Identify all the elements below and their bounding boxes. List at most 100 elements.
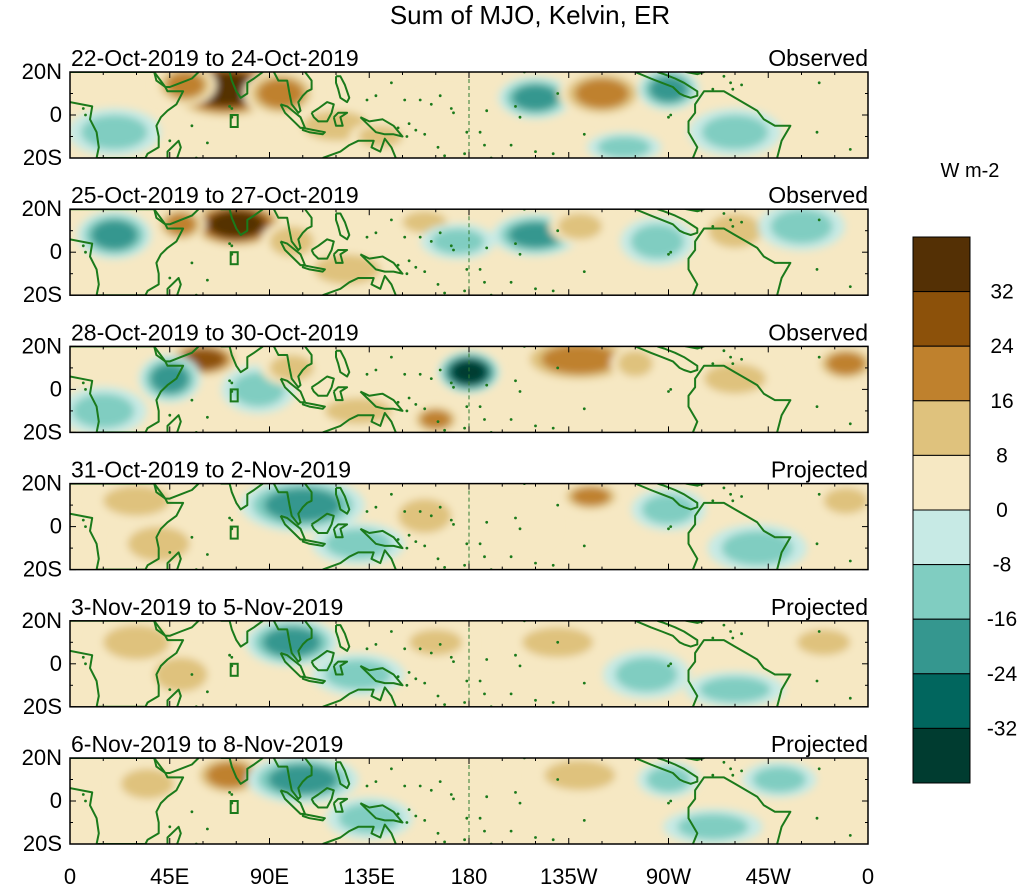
island-marker [429,651,433,655]
island-marker [667,801,670,805]
anomaly-blob [752,766,806,793]
island-marker [722,349,726,353]
island-marker [722,623,726,627]
island-marker [848,422,852,426]
island-marker [463,289,466,293]
anomaly-blob [166,72,205,98]
indochina-coastline [273,72,313,114]
island-marker [449,244,453,248]
island-marker [534,561,537,565]
island-marker [414,540,418,543]
island-marker [740,632,743,636]
south-america-coastline [687,90,792,158]
india-coastline [220,346,264,374]
island-marker [438,505,442,509]
island-marker [438,643,442,646]
island-marker [84,525,87,528]
island-marker [405,135,409,138]
island-marker [390,767,393,771]
lat-tick-label: 20N [22,608,62,633]
island-marker [815,542,819,546]
island-marker [405,546,409,550]
island-marker [729,355,732,359]
island-marker [374,368,378,372]
island-marker [452,523,455,526]
anomaly-blob [571,487,611,506]
anomaly-blob [770,209,833,244]
anomaly-blob [617,350,653,377]
madagascar-coastline [166,688,182,707]
reference-box [229,114,239,128]
island-marker [556,92,560,95]
island-marker [478,405,482,408]
anomaly-blob [557,213,603,240]
island-marker [84,388,87,391]
island-marker [514,242,517,246]
island-marker [436,831,440,835]
island-marker [485,383,489,387]
island-marker [396,538,400,541]
island-marker [534,698,537,702]
island-marker [418,372,422,376]
island-marker [729,492,732,496]
anomaly-blob [264,488,342,522]
island-marker [509,829,513,833]
lat-tick-label: 20N [22,196,62,221]
island-marker [81,381,85,385]
island-marker [449,518,453,522]
island-marker [206,553,209,556]
colorbar-swatch [912,618,971,675]
island-marker [414,265,418,269]
island-marker [418,784,422,788]
island-marker [509,555,513,559]
island-marker [443,154,446,158]
island-marker [436,145,440,149]
island-marker [551,701,555,704]
anomaly-blob [469,502,557,551]
colorbar-tick-label: 16 [990,390,1013,413]
lat-tick-label: 20N [22,59,62,84]
island-marker [438,368,442,372]
lat-tick-label: 20S [23,831,62,856]
island-marker [669,662,673,666]
island-marker [407,122,411,125]
island-marker [436,420,440,423]
island-marker [817,630,821,633]
island-marker [514,653,517,657]
coastlines [70,346,852,433]
map-panel: 20N 0 20S 31-Oct-2019 to 2-Nov-2019 Projecte… [22,457,869,582]
island-marker [228,379,232,383]
arabia-coastline [153,209,200,226]
central-america-coastline [634,72,699,99]
philippines-coastline [335,75,351,104]
island-marker [190,535,194,539]
island-marker [414,677,418,681]
philippines-coastline [335,349,351,378]
lat-tick-label: 20N [22,471,62,496]
island-marker [374,780,378,783]
island-marker [556,366,560,370]
island-marker [84,250,87,254]
island-marker [731,636,735,640]
island-marker [443,566,446,569]
island-marker [731,225,735,228]
island-marker [407,671,411,674]
island-marker [478,816,482,820]
anomaly-blob [72,393,135,429]
reference-box [229,388,239,403]
cuba-coastline [683,209,705,213]
island-marker [729,218,732,222]
madagascar-coastline [166,139,182,158]
island-marker [443,428,446,432]
panel-period-label: 6-Nov-2019 to 8-Nov-2019 [71,731,343,757]
island-marker [452,660,455,663]
anomaly-blob [165,213,197,236]
island-marker [512,615,515,618]
island-marker [429,240,433,243]
cuba-coastline [682,346,705,350]
island-marker [365,647,369,651]
indochina-coastline [273,758,313,800]
island-marker [443,840,446,844]
coastlines [70,483,852,570]
island-marker [815,130,819,134]
